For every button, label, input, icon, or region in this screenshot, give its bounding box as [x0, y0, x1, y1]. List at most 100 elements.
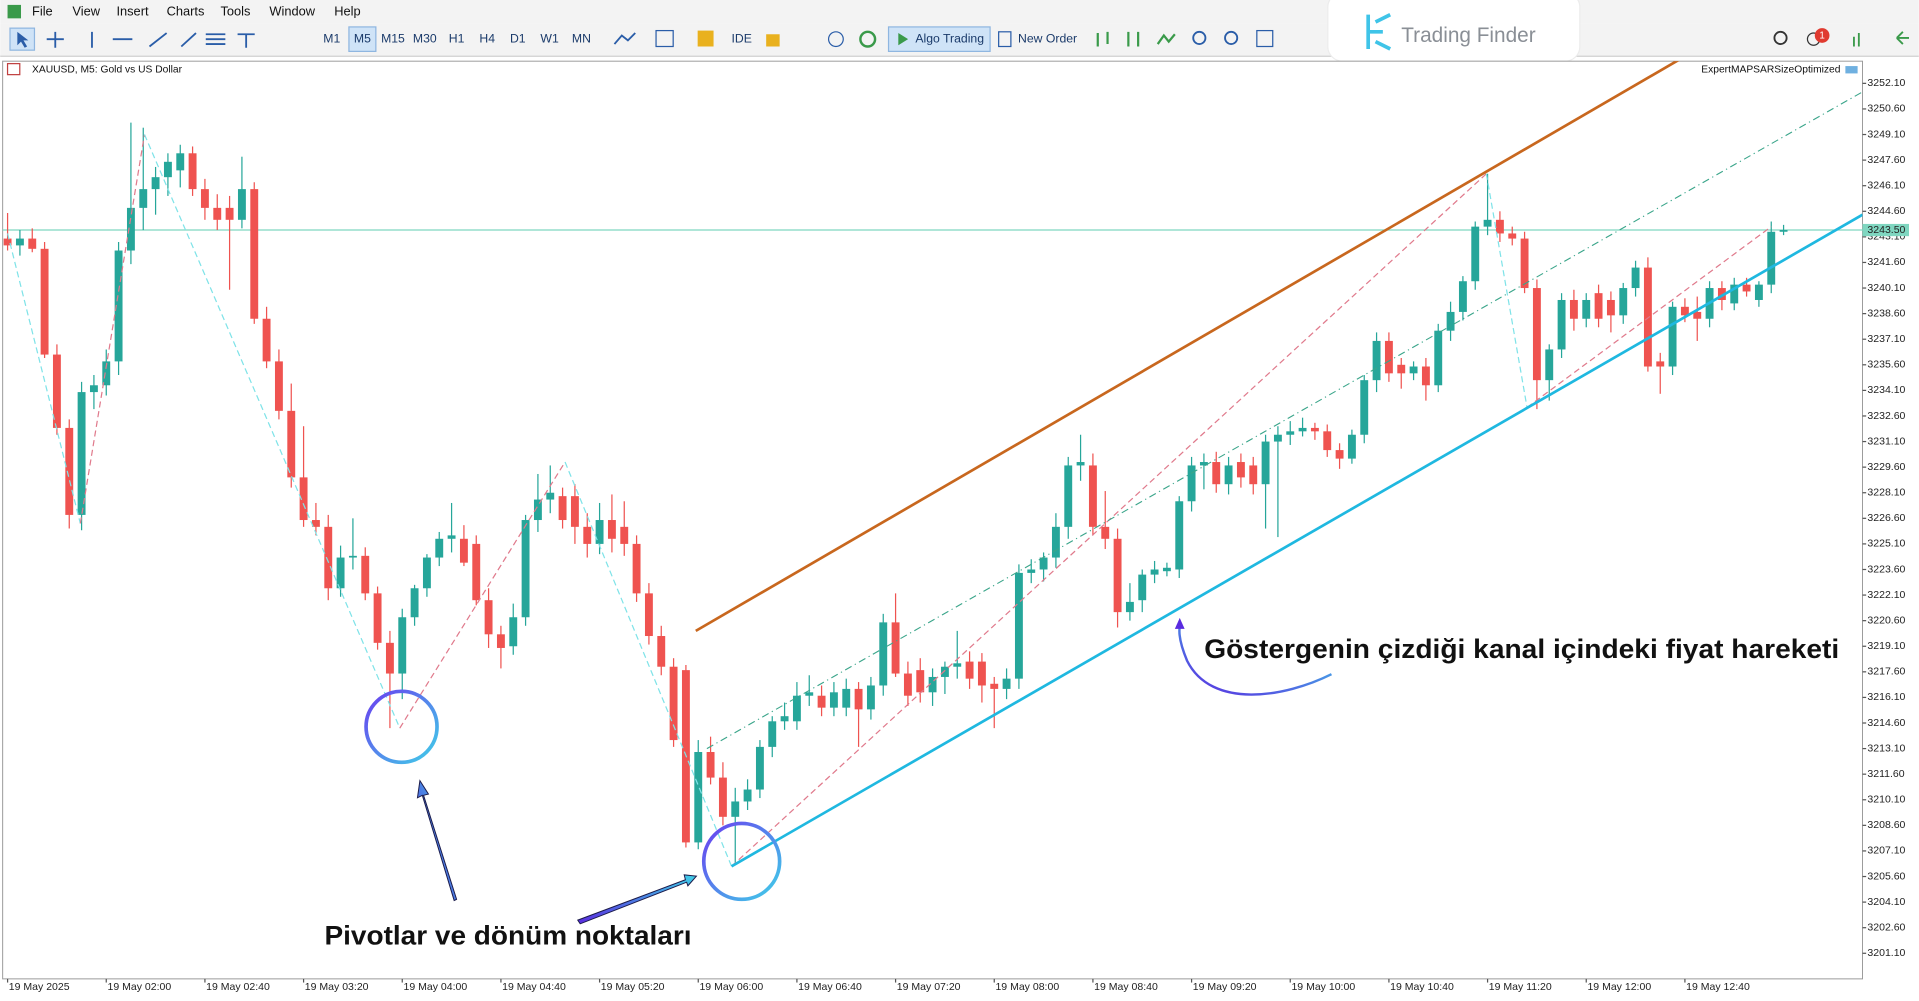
y-tick-label: 3202.60 [1867, 921, 1905, 933]
candle-body [287, 410, 296, 478]
menu-item[interactable]: Insert [116, 4, 149, 19]
candle-body [225, 207, 234, 220]
menu-item[interactable]: Tools [220, 4, 250, 19]
candle-body [1236, 462, 1245, 478]
menu-item[interactable]: Window [269, 4, 315, 19]
y-tick-label: 3244.60 [1867, 205, 1905, 217]
y-tick-label: 3204.10 [1867, 896, 1905, 908]
annotation: Pivotlar ve dönüm noktaları [324, 920, 691, 950]
expert-name: ExpertMAPSARSizeOptimized [1701, 64, 1840, 75]
candle-body [546, 492, 555, 500]
candle-body [1409, 366, 1418, 374]
money-icon[interactable] [697, 30, 714, 47]
zoom-in[interactable] [1192, 30, 1207, 45]
y-tick-label: 3241.60 [1867, 256, 1905, 268]
candle-body [1656, 361, 1665, 367]
candle-body [1162, 567, 1171, 572]
menu-item[interactable]: View [72, 4, 100, 19]
x-tick-label: 19 May 08:00 [995, 981, 1059, 993]
candle-body [792, 695, 801, 722]
candle-body [1335, 450, 1344, 459]
tile-icon[interactable] [1256, 29, 1274, 48]
chart-symbol: XAUUSD, M5: Gold vs US Dollar [32, 64, 183, 75]
y-tick-label: 3222.10 [1867, 589, 1905, 601]
candle-body [1310, 427, 1319, 432]
timeframe[interactable]: MN [572, 31, 591, 45]
candle-body [1742, 284, 1751, 292]
y-tick-label: 3228.10 [1867, 487, 1905, 499]
candle-body [114, 250, 123, 362]
channel-line [695, 61, 1680, 633]
play-icon [898, 33, 909, 46]
candle-body [385, 642, 394, 674]
search-icon[interactable] [1773, 30, 1788, 45]
new-order-button[interactable]: New Order [1018, 31, 1077, 45]
candle-body [1076, 462, 1085, 466]
candle-body [484, 600, 493, 635]
y-tick-label: 3213.10 [1867, 742, 1905, 754]
order-icon[interactable] [998, 31, 1012, 48]
candle-body [1545, 349, 1554, 381]
candle-body [1446, 311, 1455, 331]
algo-trading-label: Algo Trading [915, 31, 984, 45]
candle-body [262, 318, 271, 362]
lock-icon[interactable] [766, 34, 780, 47]
candle-body [151, 177, 160, 190]
timeframe[interactable]: M1 [323, 31, 340, 45]
timeframe[interactable]: H1 [449, 31, 465, 45]
candle-body [1051, 526, 1060, 558]
menu-item[interactable]: Charts [167, 4, 205, 19]
timeframe[interactable]: W1 [540, 31, 559, 45]
x-tick-label: 19 May 12:00 [1587, 981, 1651, 993]
cloud-icon[interactable] [827, 31, 844, 48]
candle-body [1631, 267, 1640, 289]
candle-body [583, 526, 592, 544]
candle-body [52, 354, 61, 428]
candle-body [558, 496, 567, 521]
y-tick-label: 3238.60 [1867, 307, 1905, 319]
drawing-tools[interactable] [91, 31, 255, 48]
menu-item[interactable]: Help [334, 4, 360, 19]
candle-body [1594, 293, 1603, 319]
timeframe[interactable]: M5 [354, 31, 371, 45]
candle-body [1680, 306, 1689, 316]
candle-body [731, 801, 740, 817]
y-tick-label: 3214.60 [1867, 717, 1905, 729]
zigzag-leg [79, 134, 146, 524]
candle-body [632, 543, 641, 594]
crosshair-icon[interactable] [46, 31, 64, 48]
candle-body [89, 385, 98, 393]
timeframe[interactable]: M30 [413, 31, 437, 45]
candle-body [102, 361, 111, 386]
candle-body [533, 499, 542, 521]
zigzag-leg [6, 233, 81, 524]
signal-icon[interactable] [859, 30, 877, 48]
candle-body [965, 661, 974, 679]
candle-body [311, 520, 320, 527]
template-icon[interactable] [655, 29, 674, 48]
candle-body [1323, 431, 1332, 451]
y-tick-label: 3234.10 [1867, 384, 1905, 396]
candle-body [1088, 465, 1097, 527]
y-tick-label: 3247.60 [1867, 154, 1905, 166]
candle-body [1471, 226, 1480, 282]
y-tick-label: 3252.10 [1867, 77, 1905, 89]
y-tick-label: 3219.10 [1867, 640, 1905, 652]
menu-item[interactable]: File [32, 4, 53, 19]
x-tick-label: 19 May 06:00 [699, 981, 763, 993]
candle-body [15, 238, 24, 246]
ide-button[interactable]: IDE [732, 31, 752, 45]
timeframe[interactable]: M15 [381, 31, 405, 45]
candle-body [299, 477, 308, 521]
status-icons[interactable] [1853, 31, 1910, 47]
chart-type-icon[interactable] [613, 32, 636, 45]
chart-style-icons[interactable] [1096, 31, 1176, 47]
x-tick-label: 19 May 2025 [9, 981, 70, 993]
axes-layer: 3252.10 3250.60 3249.10 3247.60 3246.10 3244.… [6, 77, 1910, 993]
zoom-out[interactable] [1224, 30, 1239, 45]
timeframe[interactable]: H4 [479, 31, 495, 45]
candle-body [1002, 678, 1011, 689]
candle-body [718, 777, 727, 817]
timeframe[interactable]: D1 [510, 31, 526, 45]
candle-body [200, 189, 209, 208]
